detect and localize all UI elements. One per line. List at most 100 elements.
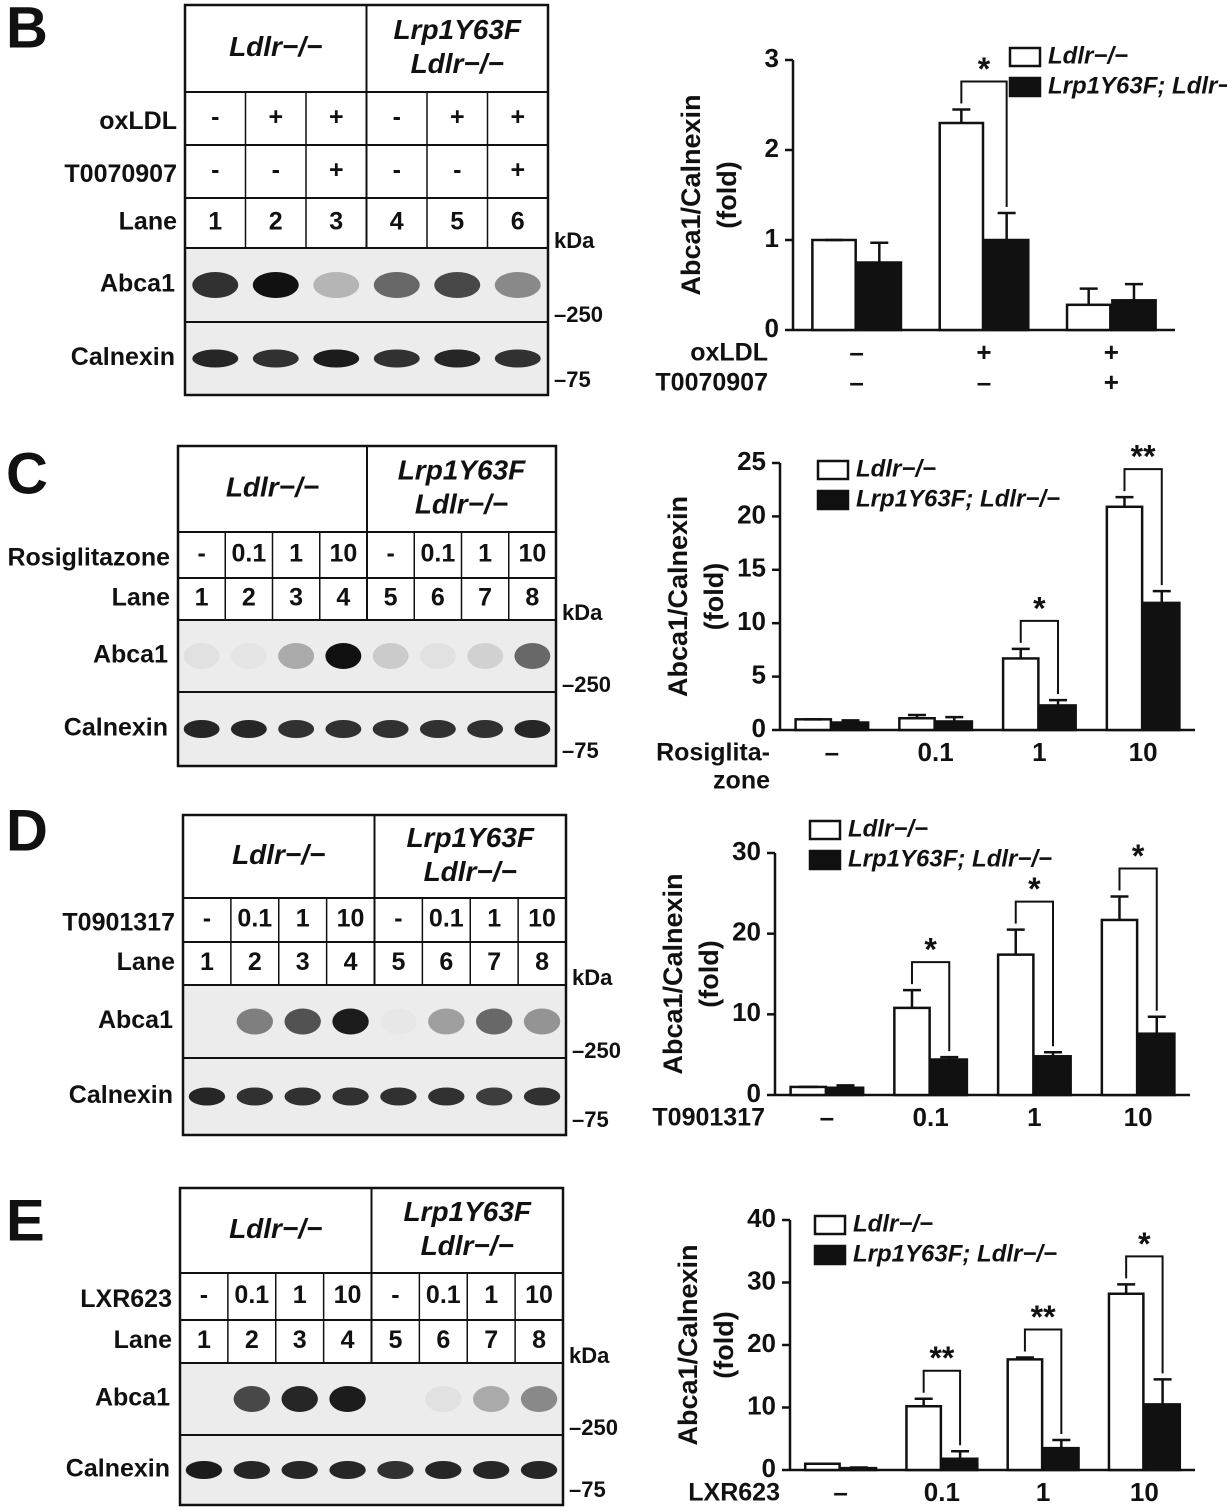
significance-bracket [922,1369,962,1446]
error-bar [1079,287,1098,305]
legend-label: Lrp1Y63F; Ldlr−/− [856,485,1060,512]
y-tick-label: 10 [732,997,761,1027]
bar [893,1006,931,1097]
x-tick-label: – [833,1477,847,1507]
y-axis-label: (fold) [709,1311,739,1378]
size-marker: kDa [562,600,603,625]
lane-number: 1 [197,1326,211,1354]
error-bar [914,1397,933,1407]
lane-number: 4 [336,584,350,612]
treatment-value: - [393,103,401,131]
lane-number: 5 [384,584,398,612]
error-bar [841,719,860,723]
bar [930,1058,969,1097]
y-tick-label: 20 [732,917,761,947]
y-axis-label: (fold) [712,161,742,228]
treatment-value: 10 [518,540,546,568]
bar [826,1086,865,1097]
treatment-value: - [386,540,394,568]
band [332,1087,369,1106]
significance-bracket [1118,867,1158,1011]
lane-number: 3 [293,1326,307,1354]
lane-number: 8 [525,584,539,612]
y-tick-label: 20 [747,1328,776,1358]
bar [935,720,974,732]
band [329,1461,366,1479]
bar [1105,505,1144,732]
group-label: Lrp1Y63F [398,454,526,485]
band [231,643,267,669]
band [472,1386,510,1412]
significance-label: * [1132,838,1145,874]
treatment-label: Rosiglitazone [7,544,170,572]
y-tick-label: 20 [737,499,766,529]
bar [938,121,985,332]
band-label: Calnexin [69,1081,173,1109]
y-tick-label: 3 [765,43,779,73]
error-bar [907,713,926,719]
band [520,1461,558,1479]
lane-number: 7 [478,584,492,612]
significance-bracket [1123,468,1163,586]
bar [905,1405,943,1472]
y-axis-label: (fold) [694,940,724,1007]
band-label: Abca1 [100,270,175,298]
lane-number: 1 [200,948,214,976]
band-label: Abca1 [93,641,168,669]
band [494,272,541,298]
error-bar [1124,282,1143,301]
legend-label: Lrp1Y63F; Ldlr−/− [853,1240,1057,1267]
y-axis-label: Abca1/Calnexin [676,94,706,295]
bar [1137,1032,1176,1097]
bar [996,953,1035,1097]
lane-label: Lane [119,208,177,236]
treatment-value: 0.1 [231,540,266,568]
treatment-value: 1 [478,540,492,568]
treatment-value: - [211,156,219,184]
lane-number: 6 [436,1326,450,1354]
y-tick-label: 1 [765,223,779,253]
y-tick-label: 10 [737,606,766,636]
x-tick-label: 1 [1032,737,1046,767]
lane-number: 3 [329,208,343,236]
bar [794,718,833,732]
band [377,1461,414,1479]
x-tick-label: 1 [1027,1102,1041,1132]
legend-swatch [1008,46,1042,68]
treatment-label: T0901317 [62,909,175,937]
band [523,1087,561,1106]
group-label: Ldlr−/− [421,1230,514,1261]
treatment-value: + [268,103,283,131]
group-label: Ldlr−/− [229,1213,322,1244]
size-marker: –250 [569,1415,618,1440]
size-marker: –75 [554,367,591,392]
band [192,272,239,298]
x-axis-label: Rosiglita- [656,739,770,767]
legend-label: Ldlr−/− [1048,42,1128,69]
treatment-value: - [211,103,219,131]
error-bar [1153,1378,1172,1405]
y-axis-label: (fold) [699,563,729,630]
y-tick-label: 0 [747,1078,761,1108]
lane-number: 3 [289,584,303,612]
treatment-value: + [329,103,344,131]
treatment-value: 1 [293,1281,307,1309]
x-tick-label: 10 [1129,737,1158,767]
error-bar [1152,589,1171,603]
error-bar [1044,1051,1063,1057]
band [419,720,456,738]
legend-swatch [813,1214,847,1236]
lane-number: 2 [269,208,283,236]
lane-number: 8 [535,948,549,976]
significance-label: * [1028,871,1041,907]
bar [1001,657,1040,732]
band [475,1087,513,1106]
lane-label: Lane [112,584,170,612]
treatment-value: - [394,905,402,933]
band [332,1008,369,1035]
significance-bracket [1023,1328,1063,1434]
legend-swatch [808,849,842,871]
band [419,643,456,669]
lane-number: 4 [341,1326,355,1354]
band [252,349,299,368]
